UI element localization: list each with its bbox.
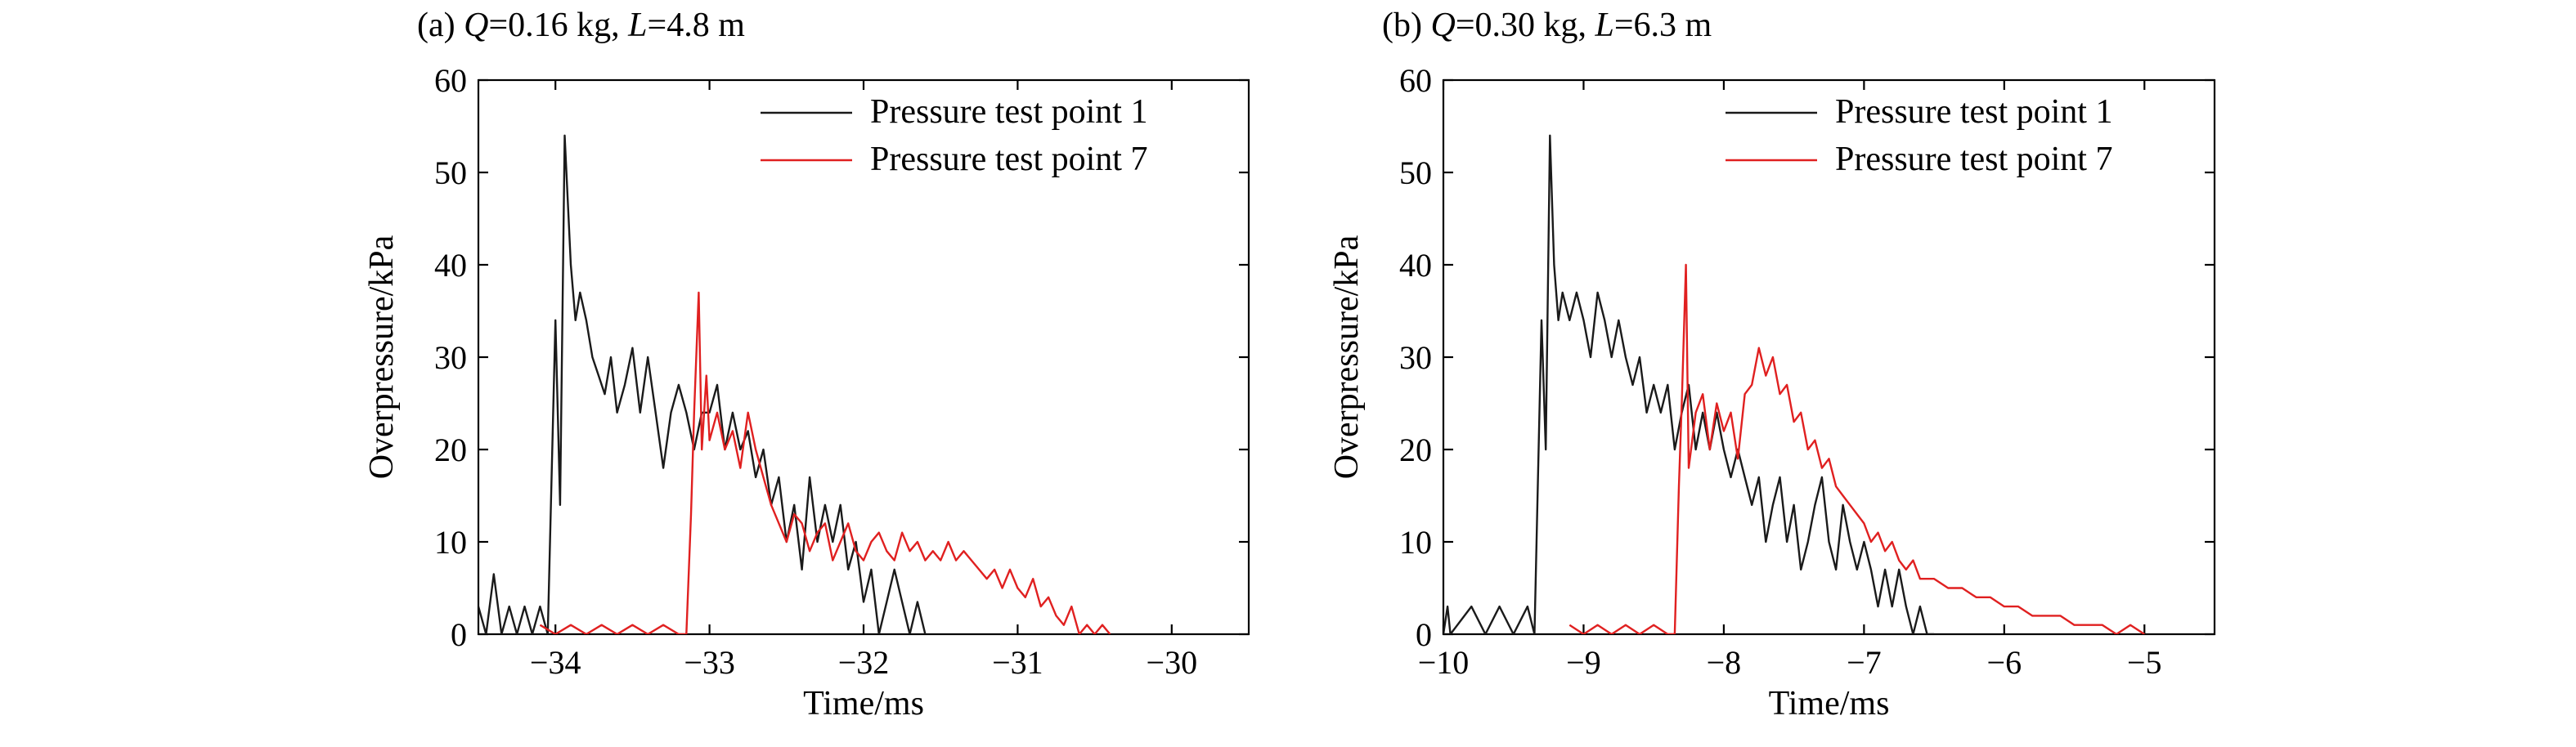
x-axis-label: Time/ms xyxy=(1769,685,1890,722)
y-tick-label: 60 xyxy=(1399,62,1432,99)
chart-title-prefix: (a) xyxy=(417,7,464,44)
x-tick-label: −32 xyxy=(838,644,890,681)
chart-title-l-var: L xyxy=(627,7,647,44)
chart-title-prefix: (b) xyxy=(1382,7,1430,44)
legend: Pressure test point 1 Pressure test point… xyxy=(761,93,1147,178)
legend: Pressure test point 1 Pressure test point… xyxy=(1726,93,2112,178)
series-line-1 xyxy=(478,134,927,634)
x-tick-label: −30 xyxy=(1147,644,1198,681)
chart-title-l-value: =6.3 m xyxy=(1614,7,1712,44)
chart-panel-a: (a) Q=0.16 kg, L=4.8 m 0 10 20 30 40 50 60 −34 −3… xyxy=(363,7,1250,722)
legend-label-1: Pressure test point 1 xyxy=(1835,93,2112,131)
y-tick-label: 0 xyxy=(451,616,467,653)
series-line-2 xyxy=(539,291,1111,634)
chart-title-q-value: =0.30 kg, xyxy=(1456,7,1595,44)
y-tick-label: 30 xyxy=(434,339,467,376)
x-tick-label: −8 xyxy=(1707,644,1742,681)
y-axis-label: Overpressure/kPa xyxy=(363,235,401,479)
y-tick-label: 40 xyxy=(1399,247,1432,284)
x-tick-label: −5 xyxy=(2127,644,2162,681)
x-tick-label: −31 xyxy=(992,644,1043,681)
x-axis-label: Time/ms xyxy=(803,685,924,722)
y-tick-label: 60 xyxy=(434,62,467,99)
y-tick-label: 50 xyxy=(1399,154,1432,191)
series-line-1 xyxy=(1443,134,1935,634)
chart-title: (a) Q=0.16 kg, L=4.8 m xyxy=(417,7,745,44)
y-tick-label: 20 xyxy=(434,432,467,468)
y-tick-label: 20 xyxy=(1399,432,1432,468)
chart-title-l-value: =4.8 m xyxy=(648,7,746,44)
x-tick-label: −33 xyxy=(684,644,735,681)
legend-label-2: Pressure test point 7 xyxy=(870,141,1147,178)
legend-label-1: Pressure test point 1 xyxy=(870,93,1147,131)
series-line-2 xyxy=(1568,263,2145,634)
chart-title: (b) Q=0.30 kg, L=6.3 m xyxy=(1382,7,1712,44)
chart-panel-b: (b) Q=0.30 kg, L=6.3 m 0 10 20 30 40 50 60 −10 −9… xyxy=(1328,7,2216,722)
legend-label-2: Pressure test point 7 xyxy=(1835,141,2112,178)
y-tick-label: 10 xyxy=(1399,524,1432,561)
y-tick-label: 10 xyxy=(434,524,467,561)
y-tick-label: 50 xyxy=(434,154,467,191)
y-tick-label: 0 xyxy=(1416,616,1432,653)
chart-title-q-var: Q xyxy=(464,7,488,44)
y-tick-label: 40 xyxy=(434,247,467,284)
x-tick-label: −6 xyxy=(1987,644,2022,681)
chart-title-q-value: =0.16 kg, xyxy=(488,7,628,44)
x-tick-label: −10 xyxy=(1418,644,1470,681)
y-axis-label: Overpressure/kPa xyxy=(1328,235,1366,479)
x-tick-label: −34 xyxy=(530,644,581,681)
x-tick-label: −9 xyxy=(1566,644,1601,681)
y-tick-label: 30 xyxy=(1399,339,1432,376)
chart-title-q-var: Q xyxy=(1430,7,1455,44)
chart-title-l-var: L xyxy=(1595,7,1614,44)
x-tick-label: −7 xyxy=(1847,644,1882,681)
